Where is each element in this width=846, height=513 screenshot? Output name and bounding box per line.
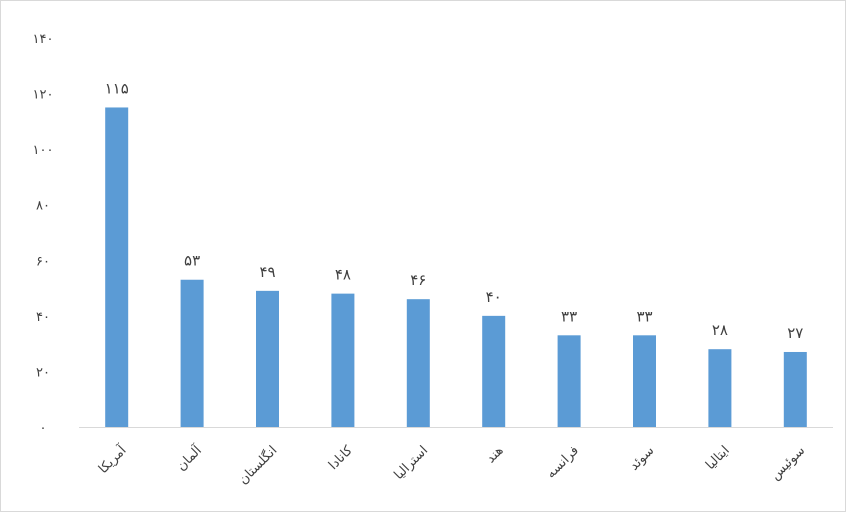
category-label: هند xyxy=(483,443,506,466)
data-label: ۳۳ xyxy=(561,307,577,325)
y-tick-label: ۱۴۰ xyxy=(33,32,54,47)
y-tick-label: ۱۰۰ xyxy=(33,143,54,158)
data-label: ۴۸ xyxy=(335,266,351,284)
bar xyxy=(783,351,807,427)
category-label: ایتالیا xyxy=(703,443,733,473)
data-label: ۲۸ xyxy=(712,321,728,339)
category-label: استرالیا xyxy=(391,443,431,483)
category-label: انگلستان xyxy=(235,443,280,488)
category-labels-group: آمریکا آلمان انگلستان کانادا استرالیا هند فران… xyxy=(95,441,809,488)
y-tick-label: ۶۰ xyxy=(36,254,50,269)
data-label: ۵۳ xyxy=(184,252,200,270)
category-label: آمریکا xyxy=(95,441,131,477)
bar xyxy=(180,279,204,427)
data-label: ۴۹ xyxy=(259,263,275,281)
data-labels-group: ۱۱۵ ۵۳ ۴۹ ۴۸ ۴۶ ۴۰ ۳۳ ۳۳ ۲۸ ۲۷ xyxy=(105,79,804,342)
category-label: سوئد xyxy=(627,443,657,473)
category-label: سوئیس xyxy=(768,443,808,483)
bar xyxy=(633,335,656,427)
data-label: ۳۳ xyxy=(636,307,652,325)
y-tick-label: ۰ xyxy=(40,421,47,436)
bar xyxy=(708,349,732,427)
bar xyxy=(557,335,581,427)
category-label: کانادا xyxy=(326,443,356,473)
y-tick-label: ۴۰ xyxy=(36,310,50,325)
category-label: آلمان xyxy=(173,441,206,474)
category-label: فرانسه xyxy=(544,443,582,481)
data-label: ۴۰ xyxy=(486,288,502,306)
y-axis-ticks: ۰ ۲۰ ۴۰ ۶۰ ۸۰ ۱۰۰ ۱۲۰ ۱۴۰ xyxy=(33,32,54,436)
bars-group xyxy=(105,107,807,427)
data-label: ۴۶ xyxy=(410,271,426,289)
y-tick-label: ۱۲۰ xyxy=(33,88,54,103)
y-tick-label: ۲۰ xyxy=(36,365,50,380)
data-label: ۲۷ xyxy=(787,324,803,342)
y-tick-label: ۸۰ xyxy=(36,199,50,214)
bar xyxy=(482,315,506,427)
bar xyxy=(331,293,355,427)
bar xyxy=(256,290,279,427)
data-label: ۱۱۵ xyxy=(105,79,129,97)
bar xyxy=(406,299,430,427)
bar xyxy=(105,107,129,427)
